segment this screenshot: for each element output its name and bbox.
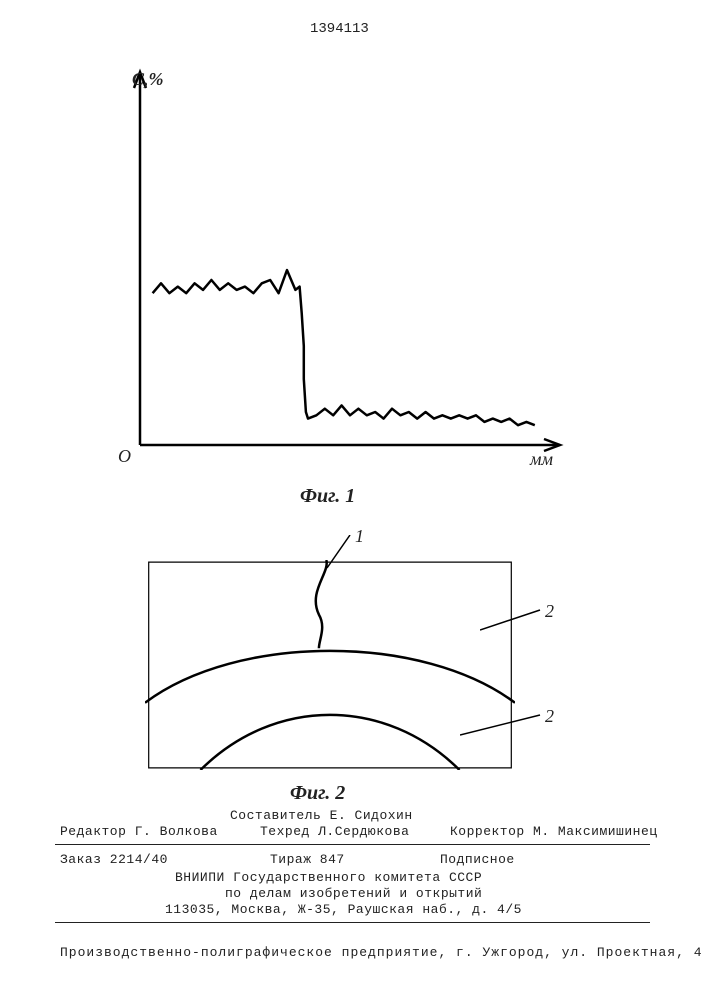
- org1: ВНИИПИ Государственного комитета СССР: [175, 870, 482, 887]
- fig2-label2b: 2: [545, 705, 554, 728]
- fig1-ylabel: С,%: [132, 68, 164, 91]
- compositor-line: Составитель Е. Сидохин: [230, 808, 413, 825]
- printer: Производственно-полиграфическое предприя…: [60, 945, 703, 962]
- fig2-leader1: [145, 535, 515, 570]
- fig1-chart: [110, 60, 570, 480]
- fig1-caption: Фиг. 1: [300, 483, 355, 509]
- fig2-label2a: 2: [545, 600, 554, 623]
- patent-number: 1394113: [310, 20, 369, 38]
- fig2-caption: Фиг. 2: [290, 780, 345, 806]
- editor-name: Г. Волкова: [135, 824, 218, 839]
- compositor-label: Составитель: [230, 808, 321, 823]
- address: 113035, Москва, Ж-35, Раушская наб., д. …: [165, 902, 522, 919]
- corrector-label: Корректор: [450, 824, 525, 839]
- fig2-label1: 1: [355, 525, 364, 548]
- techred-name: Л.Сердюкова: [318, 824, 409, 839]
- order-number: Заказ 2214/40: [60, 852, 168, 869]
- divider2: [55, 922, 650, 923]
- fig1-container: [110, 60, 570, 480]
- corrector-name: М. Максимишинец: [533, 824, 658, 839]
- techred-line: Техред Л.Сердюкова: [260, 824, 409, 841]
- techred-label: Техред: [260, 824, 310, 839]
- tirazh: Тираж 847: [270, 852, 345, 869]
- org2: по делам изобретений и открытий: [225, 886, 482, 903]
- corrector-line: Корректор М. Максимишинец: [450, 824, 658, 841]
- divider1: [55, 844, 650, 845]
- page-root: 1394113 С,% О мм Фиг. 1 1 2 2 Фиг. 2 Сос…: [0, 0, 707, 1000]
- podpisnoe: Подписное: [440, 852, 515, 869]
- editor-line: Редактор Г. Волкова: [60, 824, 218, 841]
- fig1-xlabel: мм: [530, 448, 553, 471]
- fig1-origin: О: [118, 445, 131, 468]
- compositor-name: Е. Сидохин: [330, 808, 413, 823]
- editor-label: Редактор: [60, 824, 126, 839]
